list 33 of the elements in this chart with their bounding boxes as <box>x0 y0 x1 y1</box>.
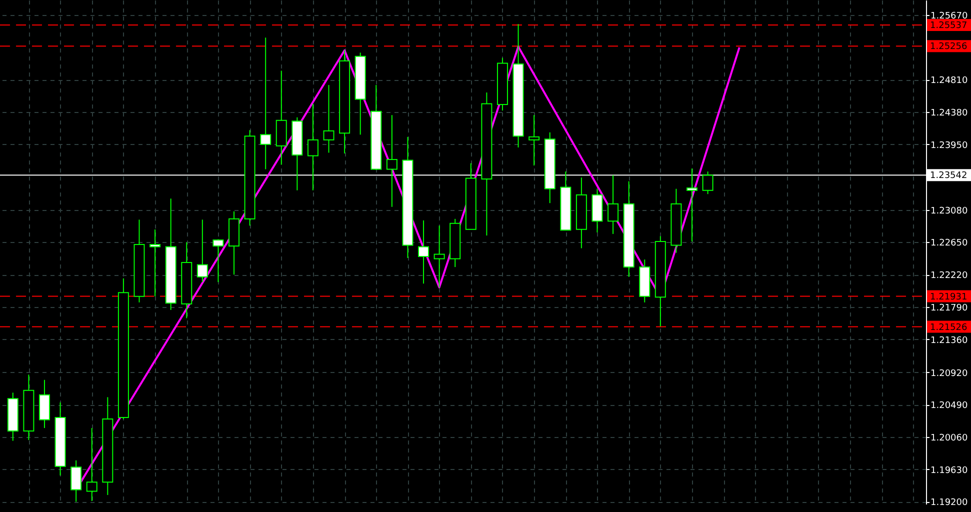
candlestick <box>212 238 224 283</box>
candlestick <box>307 103 318 191</box>
candlestick <box>608 174 619 234</box>
ref-line-label: 1.25537 <box>930 21 968 32</box>
candlestick <box>528 114 540 166</box>
y-tick-label: 1.20060 <box>930 434 968 444</box>
ref-line-label: 1.25256 <box>930 42 968 52</box>
candlestick <box>70 460 82 502</box>
y-tick-label: 1.21790 <box>930 303 968 314</box>
ref-line-label: 1.21526 <box>930 322 968 333</box>
y-tick-label: 1.20920 <box>930 368 968 379</box>
candlestick <box>434 225 445 288</box>
candlestick <box>196 219 208 283</box>
y-tick-label: 1.23080 <box>930 206 968 216</box>
y-tick-label: 1.22650 <box>930 238 968 249</box>
candlestick <box>386 114 398 208</box>
y-tick-label: 1.21360 <box>930 336 968 346</box>
candlestick <box>86 428 98 502</box>
y-tick-label: 1.20490 <box>930 401 968 412</box>
candlestick <box>418 220 430 284</box>
y-tick-label: 1.23950 <box>930 140 968 151</box>
ref-line-label: 1.23542 <box>930 171 968 182</box>
candlestick <box>702 171 714 195</box>
candlestick <box>150 228 161 297</box>
y-tick-label: 1.19630 <box>930 466 968 476</box>
y-tick-label: 1.24810 <box>930 76 968 86</box>
y-tick-label: 1.19200 <box>930 498 968 508</box>
candlestick <box>323 84 334 154</box>
y-tick-label: 1.24380 <box>930 108 968 119</box>
y-tick-label: 1.25670 <box>930 12 968 22</box>
y-tick-label: 1.22220 <box>930 271 968 282</box>
ref-line-label: 1.21931 <box>930 292 968 302</box>
candlestick <box>260 37 272 170</box>
